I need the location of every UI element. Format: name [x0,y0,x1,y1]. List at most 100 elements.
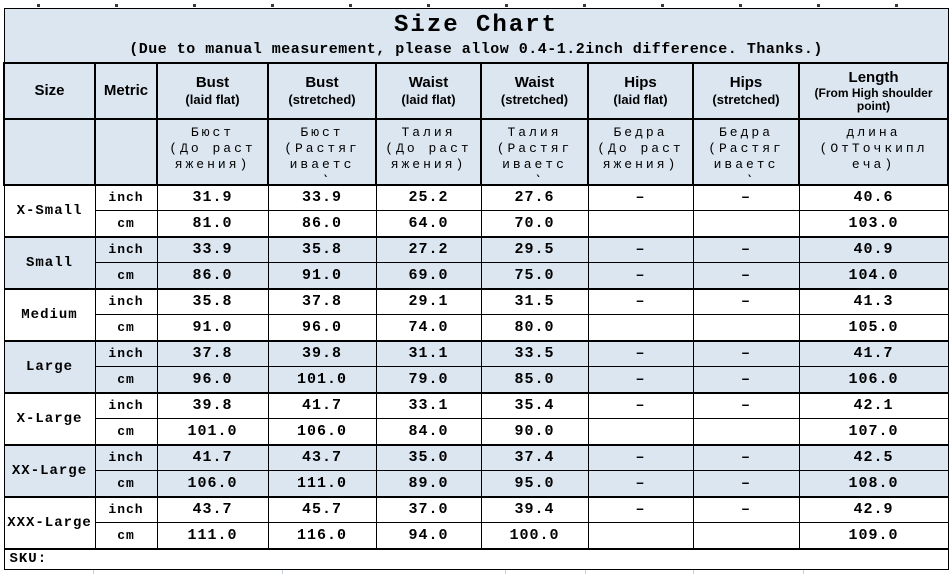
col-header-hips-flat: Hips (laid flat) [587,61,694,120]
unit-label: cm [94,366,158,393]
value-cell: 100.0 [480,522,589,549]
value-cell: 43.7 [156,495,269,523]
value-cell: 106.0 [267,418,377,445]
value-cell: 101.0 [267,366,377,393]
value-cell: 42.5 [798,443,949,471]
value-cell: 107.0 [798,418,949,445]
size-label: Small [3,235,96,289]
value-cell: – [692,443,800,471]
col-header-length: Length (From High shoulder point) [797,61,950,120]
value-cell: 39.8 [267,339,377,367]
value-cell: – [692,391,800,419]
value-cell: 79.0 [375,366,482,393]
table-row: XXX-Large inch 43.7 45.7 37.0 39.4 – – 4… [3,495,949,549]
value-cell: – [692,470,800,497]
value-cell: 70.0 [480,210,589,237]
size-label: Large [3,339,96,393]
value-cell [692,314,800,341]
value-cell: 29.5 [480,235,589,263]
sku-row: SKU: [3,547,949,570]
table-row: cm 101.0 106.0 84.0 90.0 107.0 [4,418,949,445]
value-cell: 33.5 [480,339,589,367]
clipped-row-below [3,570,947,574]
value-cell: – [692,339,800,367]
table-row: XX-Large inch 41.7 43.7 35.0 37.4 – – 42… [3,443,949,497]
size-label: Medium [3,287,96,341]
value-cell: – [692,366,800,393]
table-row: cm 81.0 86.0 64.0 70.0 103.0 [4,210,949,237]
ru-header-hips-stretched: Бедра (Растяг иваетс я) [692,117,800,186]
value-cell: 84.0 [375,418,482,445]
unit-label: inch [94,235,158,263]
value-cell: 106.0 [798,366,949,393]
value-cell: 35.8 [267,235,377,263]
unit-label: inch [94,287,158,315]
title-block: Size Chart (Due to manual measurement, p… [3,8,949,64]
value-cell: 27.6 [480,183,589,211]
value-cell [692,522,800,549]
value-cell: – [692,235,800,263]
col-header-bust-flat: Bust (laid flat) [156,61,269,120]
value-cell: 37.4 [480,443,589,471]
value-cell: 43.7 [267,443,377,471]
value-cell: – [587,495,694,523]
value-cell: 69.0 [375,262,482,289]
unit-label: cm [94,418,158,445]
ru-header-bust-flat: Бюст (До раст яжения) [156,117,269,186]
ru-header-bust-stretched: Бюст (Растяг иваетс я) [267,117,377,186]
value-cell: – [587,262,694,289]
table-row: Large inch 37.8 39.8 31.1 33.5 – – 41.7 [3,339,949,393]
value-cell: 33.9 [156,235,269,263]
value-cell [587,210,694,237]
value-cell [587,522,694,549]
value-cell: 31.5 [480,287,589,315]
column-header-row: Size Metric Bust (laid flat) Bust (stret… [3,61,950,120]
value-cell: – [587,366,694,393]
table-row: X-Large inch 39.8 41.7 33.1 35.4 – – 42.… [3,391,949,445]
size-chart-table: Size Chart (Due to manual measurement, p… [3,8,950,570]
value-cell [587,314,694,341]
value-cell: 31.1 [375,339,482,367]
value-cell: 96.0 [156,366,269,393]
value-cell: 86.0 [267,210,377,237]
size-label: X-Small [3,183,96,237]
value-cell: 91.0 [156,314,269,341]
value-cell: 29.1 [375,287,482,315]
value-cell: 101.0 [156,418,269,445]
value-cell: 41.7 [267,391,377,419]
value-cell [692,418,800,445]
size-label: X-Large [3,391,96,445]
col-header-bust-stretched: Bust (stretched) [267,61,377,120]
value-cell: 89.0 [375,470,482,497]
value-cell: 96.0 [267,314,377,341]
value-cell: 109.0 [798,522,949,549]
ru-header-waist-flat: Талия (До раст яжения) [375,117,482,186]
value-cell: 95.0 [480,470,589,497]
value-cell: – [587,287,694,315]
table-row: X-Small inch 31.9 33.9 25.2 27.6 – – 40.… [3,183,949,237]
unit-label: cm [94,262,158,289]
value-cell: – [692,495,800,523]
value-cell: – [587,183,694,211]
value-cell: 33.1 [375,391,482,419]
value-cell: 86.0 [156,262,269,289]
sku-label: SKU: [3,547,949,570]
value-cell: 116.0 [267,522,377,549]
size-label: XX-Large [3,443,96,497]
unit-label: cm [94,314,158,341]
value-cell: 75.0 [480,262,589,289]
unit-label: inch [94,495,158,523]
value-cell: 106.0 [156,470,269,497]
value-cell: 105.0 [798,314,949,341]
value-cell: 111.0 [267,470,377,497]
value-cell: 33.9 [267,183,377,211]
value-cell: 45.7 [267,495,377,523]
table-row: cm 106.0 111.0 89.0 95.0 – – 108.0 [4,470,949,497]
unit-label: inch [94,183,158,211]
value-cell: 41.7 [798,339,949,367]
value-cell: 39.8 [156,391,269,419]
unit-label: inch [94,391,158,419]
value-cell: 64.0 [375,210,482,237]
col-header-hips-stretched: Hips (stretched) [692,61,800,120]
